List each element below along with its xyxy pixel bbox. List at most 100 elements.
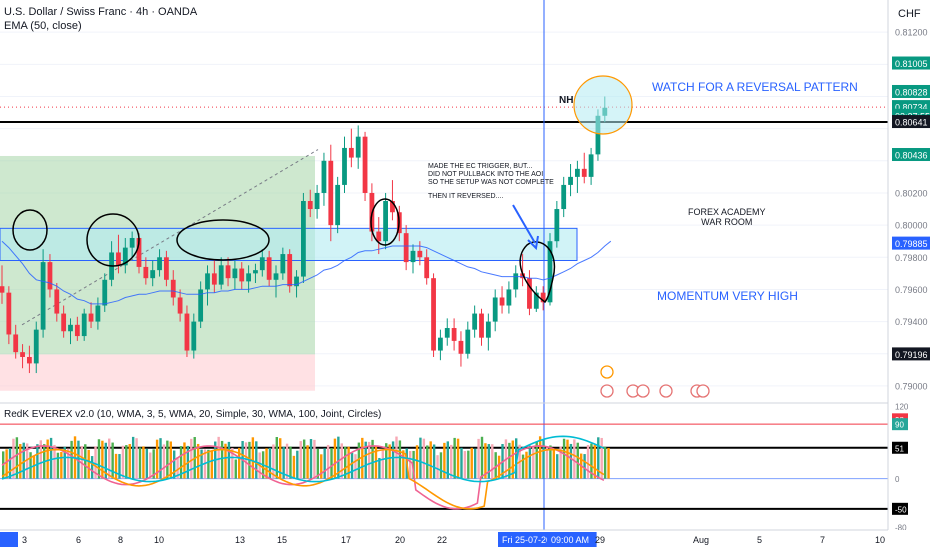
price-label-box-5 [892,115,930,129]
osc-bar-136 [467,450,470,479]
candle-body-83 [568,176,573,185]
everex-indicator-title[interactable]: RedK EVEREX v2.0 (10, WMA, 3, 5, WMA, 20… [4,409,382,420]
candle-body-67 [458,340,464,354]
osc-bar-121 [415,445,419,479]
candle-body-87 [595,115,601,155]
candle-35 [239,262,245,290]
candle-59 [403,225,409,271]
candle-body-60 [410,250,416,263]
candle-64 [438,329,443,361]
candle-74 [506,281,512,314]
osc-bar-83 [285,443,289,479]
osc-bar-131 [450,444,453,479]
candle-body-35 [239,268,245,282]
price-tick-1: 0.81005 [895,59,928,69]
osc-bar-137 [470,447,473,479]
candle-body-59 [403,233,409,263]
candle-body-6 [40,262,46,330]
candle-61 [417,241,423,266]
candle-68 [465,321,471,359]
candle-body-78 [533,292,539,309]
candle-56 [383,192,388,250]
osc-bar-116 [398,440,402,479]
osc-bar-113 [388,444,391,479]
candle-body-11 [74,324,80,337]
osc-bar-172 [590,443,593,479]
candle-12 [81,308,87,341]
osc-bar-64 [220,440,224,479]
osc-bar-162 [556,454,559,479]
time-tick-5: 15 [277,535,287,545]
osc-bar-109 [374,446,378,479]
price-tick-8: 0.80000 [895,221,928,231]
candle-body-7 [47,262,53,290]
price-tick-5: 0.80641 [895,118,928,128]
watch-reversal-text: WATCH FOR A REVERSAL PATTERN [652,80,858,94]
osc-bar-6 [22,442,25,479]
osc-bar-100 [344,446,347,479]
osc-bar-157 [538,436,542,479]
candle-77 [527,270,532,316]
osc-bar-105 [361,437,364,479]
candle-body-31 [211,273,217,285]
candle-9 [61,305,67,338]
candle-23 [157,249,162,277]
candle-1 [6,286,12,345]
osc-bar-32 [111,442,114,479]
candle-body-41 [280,254,286,274]
osc-bar-60 [207,449,210,479]
osc-bar-42 [145,448,149,479]
candle-41 [280,247,286,280]
osc-bar-10 [36,444,39,479]
osc-bar-47 [162,444,166,479]
blue-arrow-line [512,204,536,244]
time-tick-6: 17 [341,535,351,545]
symbol-title[interactable]: U.S. Dollar / Swiss Franc · 4h · OANDA [4,6,198,18]
osc-bar-51 [176,457,179,479]
osc-bar-17 [60,452,63,479]
oscillator-layer [0,402,888,510]
ema-indicator-title[interactable]: EMA (50, close) [4,20,82,32]
candle-22 [150,260,156,287]
time-tick-2: 8 [118,535,123,545]
osc-bar-156 [535,441,538,479]
time-tick-9: Fri 25-07-2025 [502,535,561,545]
osc-bar-129 [443,442,446,479]
candle-19 [129,231,135,258]
price-tick-2: 0.80828 [895,87,928,97]
hand-circle-ec [519,241,556,304]
osc-bar-142 [487,444,491,479]
candle-body-1 [6,292,12,335]
candle-body-8 [54,289,60,314]
osc-bar-87 [299,441,302,479]
osc-bar-168 [576,442,579,479]
candle-65 [444,318,450,346]
candle-body-22 [150,270,156,279]
osc-bar-69 [237,447,241,479]
candle-86 [588,147,594,185]
osc-bar-16 [56,452,60,479]
osc-bar-1 [5,449,8,479]
osc-bar-52 [179,446,183,479]
osc-bar-36 [125,445,128,479]
time-tick-14: 7 [820,535,825,545]
price-label-box-13 [892,347,930,361]
osc-bar-19 [66,448,70,479]
candle-24 [164,250,169,287]
osc-bar-163 [559,446,562,479]
osc-bar-73 [251,437,255,479]
osc-tick-5: -50 [895,505,907,514]
osc-bar-5 [19,444,22,479]
time-tick-3: 10 [154,535,164,545]
osc-bar-125 [429,441,432,479]
osc-bar-133 [456,438,460,479]
candle-63 [431,273,436,357]
candle-79 [540,286,546,311]
osc-bar-107 [367,441,371,479]
candle-26 [177,289,183,322]
candle-18 [122,237,128,274]
event-icon-6 [696,384,710,398]
candle-body-69 [472,313,478,330]
osc-bar-90 [309,439,313,479]
